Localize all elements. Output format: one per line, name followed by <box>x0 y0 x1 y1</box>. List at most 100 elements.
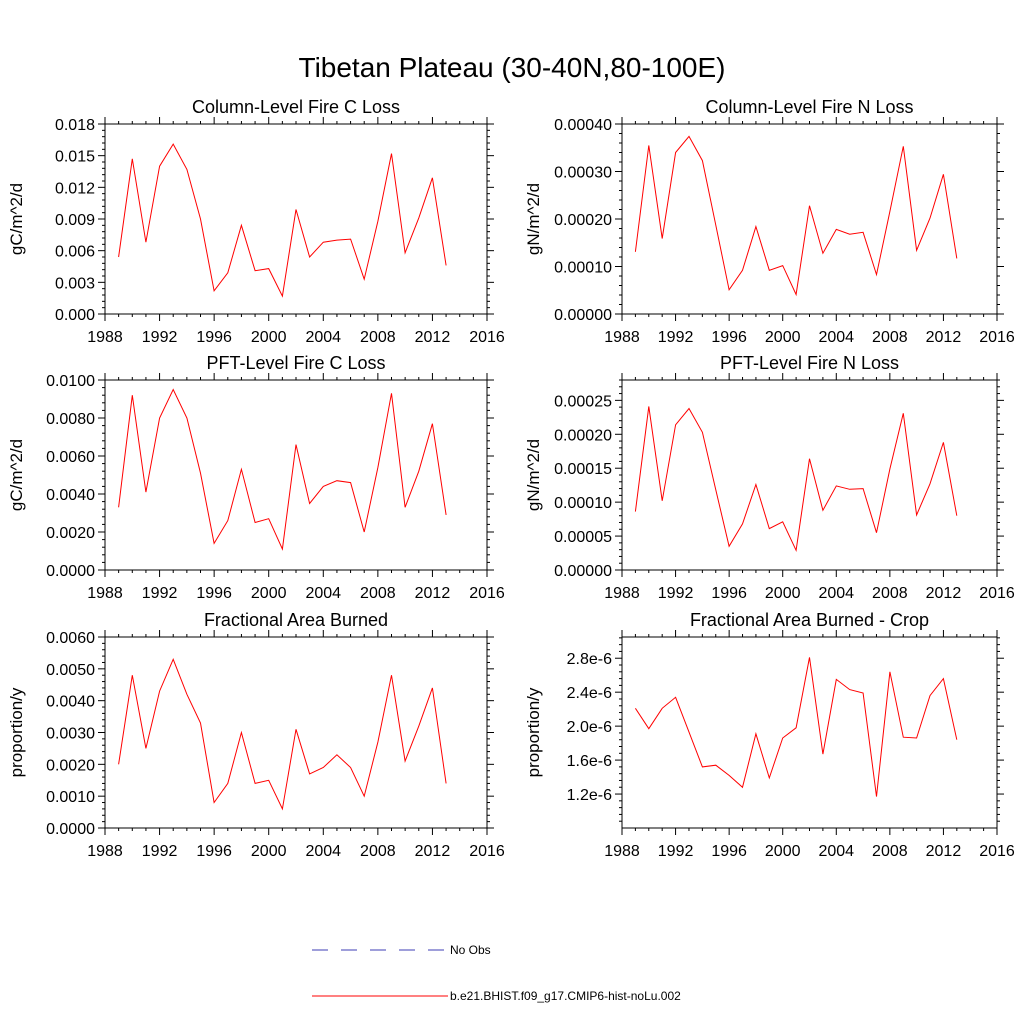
y-axis-label: gC/m^2/d <box>7 439 26 511</box>
x-tick-label: 2008 <box>872 329 908 346</box>
y-tick-label: 2.0e-6 <box>567 719 612 736</box>
y-tick-label: 0.00010 <box>554 260 612 277</box>
panel-title: Fractional Area Burned - Crop <box>690 610 929 630</box>
y-tick-label: 0.00025 <box>554 393 612 410</box>
y-tick-label: 0.0040 <box>46 694 95 711</box>
x-tick-label: 2016 <box>979 329 1015 346</box>
y-tick-label: 0.0040 <box>46 487 95 504</box>
x-tick-label: 2012 <box>926 843 962 860</box>
panel-title: PFT-Level Fire C Loss <box>206 353 385 373</box>
series-line-1 <box>634 657 958 797</box>
y-tick-label: 0.0060 <box>46 449 95 466</box>
x-tick-label: 2004 <box>305 585 341 602</box>
x-tick-label: 1992 <box>658 329 694 346</box>
x-tick-label: 1992 <box>142 843 178 860</box>
panel-title: Column-Level Fire N Loss <box>705 97 913 117</box>
y-tick-label: 0.00000 <box>554 563 612 580</box>
y-tick-label: 0.00040 <box>554 117 612 134</box>
x-tick-label: 1996 <box>711 585 747 602</box>
x-tick-label: 2012 <box>415 585 451 602</box>
x-tick-label: 1996 <box>711 329 747 346</box>
panel-title: Fractional Area Burned <box>204 610 388 630</box>
legend: No Obs b.e21.BHIST.f09_g17.CMIP6-hist-no… <box>312 943 681 1003</box>
x-tick-label: 2016 <box>979 843 1015 860</box>
x-tick-label: 2016 <box>469 843 505 860</box>
y-tick-label: 1.6e-6 <box>567 753 612 770</box>
x-tick-label: 2016 <box>469 585 505 602</box>
x-tick-label: 2004 <box>305 329 341 346</box>
x-tick-label: 2000 <box>251 585 287 602</box>
x-tick-label: 2000 <box>251 843 287 860</box>
x-tick-label: 2008 <box>872 585 908 602</box>
x-tick-label: 1988 <box>604 585 640 602</box>
x-tick-label: 1996 <box>196 329 232 346</box>
x-tick-label: 2016 <box>979 585 1015 602</box>
y-tick-label: 0.0010 <box>46 789 95 806</box>
y-tick-label: 0.0000 <box>46 563 95 580</box>
y-axis-label: proportion/y <box>7 687 26 777</box>
y-tick-label: 0.000 <box>55 307 95 324</box>
y-axis-label: gN/m^2/d <box>524 439 543 511</box>
y-tick-label: 0.0020 <box>46 757 95 774</box>
x-tick-label: 2000 <box>765 843 801 860</box>
x-tick-label: 2000 <box>765 585 801 602</box>
x-tick-label: 2008 <box>360 329 396 346</box>
y-tick-label: 0.0060 <box>46 630 95 647</box>
x-tick-label: 2008 <box>872 843 908 860</box>
x-tick-label: 2008 <box>360 585 396 602</box>
panel-title: Column-Level Fire C Loss <box>192 97 400 117</box>
y-tick-label: 0.006 <box>55 244 95 261</box>
x-tick-label: 1988 <box>604 843 640 860</box>
y-axis-label: gN/m^2/d <box>524 183 543 255</box>
x-tick-label: 1992 <box>658 843 694 860</box>
y-tick-label: 0.0020 <box>46 525 95 542</box>
y-tick-label: 0.0030 <box>46 726 95 743</box>
y-tick-label: 1.2e-6 <box>567 787 612 804</box>
chart-panel-3: 1988 1992 1996 2000 2004 2008 2012 2016 0.0000 0.… <box>7 353 505 602</box>
y-tick-label: 0.0100 <box>46 373 95 390</box>
panel-title: PFT-Level Fire N Loss <box>720 353 899 373</box>
x-tick-label: 1988 <box>604 329 640 346</box>
legend-label-no-obs: No Obs <box>450 943 491 957</box>
x-tick-label: 1996 <box>196 585 232 602</box>
y-tick-label: 0.003 <box>55 275 95 292</box>
y-tick-label: 0.00020 <box>554 212 612 229</box>
y-tick-label: 0.00030 <box>554 165 612 182</box>
series-line-1 <box>118 143 447 298</box>
x-tick-label: 2012 <box>415 843 451 860</box>
y-tick-label: 0.015 <box>55 149 95 166</box>
chart-panel-2: 1988 1992 1996 2000 2004 2008 2012 2016 0.00000 0… <box>524 97 1015 346</box>
y-tick-label: 0.00005 <box>554 529 612 546</box>
series-line-1 <box>634 135 958 297</box>
x-tick-label: 1988 <box>87 843 123 860</box>
x-tick-label: 2012 <box>926 585 962 602</box>
x-tick-label: 2004 <box>818 843 854 860</box>
x-tick-label: 2004 <box>818 329 854 346</box>
y-tick-label: 2.4e-6 <box>567 685 612 702</box>
y-tick-label: 0.018 <box>55 117 95 134</box>
y-tick-label: 0.00020 <box>554 427 612 444</box>
x-tick-label: 2016 <box>469 329 505 346</box>
x-tick-label: 2012 <box>415 329 451 346</box>
y-tick-label: 0.009 <box>55 212 95 229</box>
chart-panel-6: 1988 1992 1996 2000 2004 2008 2012 2016 1.2e-6 1.… <box>524 610 1015 860</box>
y-tick-label: 0.0050 <box>46 662 95 679</box>
chart-panel-5: 1988 1992 1996 2000 2004 2008 2012 2016 0.0000 0.… <box>7 610 505 860</box>
y-tick-label: 0.00000 <box>554 307 612 324</box>
y-tick-label: 0.012 <box>55 180 95 197</box>
x-tick-label: 1992 <box>658 585 694 602</box>
x-tick-label: 2004 <box>818 585 854 602</box>
y-axis-label: gC/m^2/d <box>7 183 26 255</box>
y-tick-label: 0.0000 <box>46 821 95 838</box>
x-tick-label: 1996 <box>196 843 232 860</box>
x-tick-label: 2008 <box>360 843 396 860</box>
figure-title: Tibetan Plateau (30-40N,80-100E) <box>299 52 726 83</box>
x-tick-label: 2004 <box>305 843 341 860</box>
x-tick-label: 1996 <box>711 843 747 860</box>
series-line-1 <box>118 657 447 811</box>
chart-panel-1: 1988 1992 1996 2000 2004 2008 2012 2016 0.000 0.0… <box>7 97 505 346</box>
y-axis-label: proportion/y <box>524 687 543 777</box>
x-tick-label: 2000 <box>765 329 801 346</box>
y-tick-label: 0.00010 <box>554 495 612 512</box>
